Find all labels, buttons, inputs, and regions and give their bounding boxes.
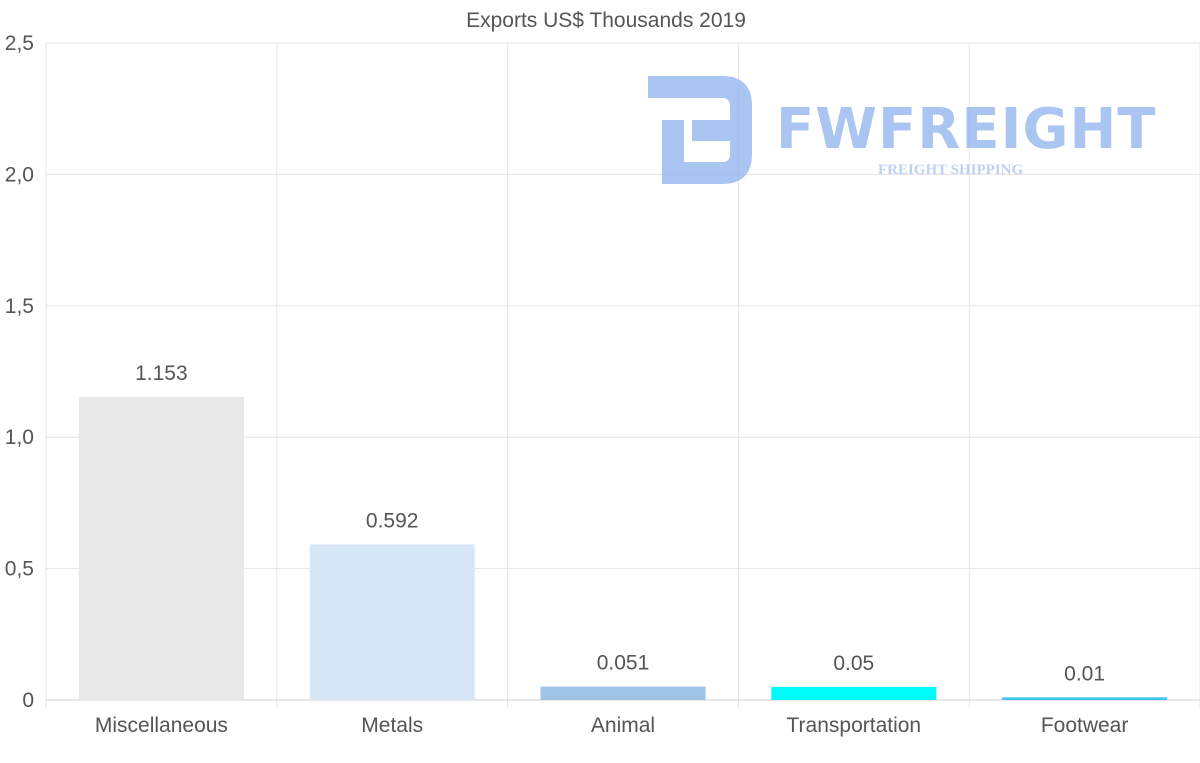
x-axis: Miscellaneous Metals Animal Transportation F… bbox=[95, 714, 1129, 737]
watermark-tagline: FREIGHT SHIPPING bbox=[878, 162, 1023, 178]
x-tick-label: Metals bbox=[361, 714, 423, 737]
y-tick-label: 1,5 bbox=[5, 295, 34, 318]
y-tick-label: 0 bbox=[22, 689, 34, 712]
x-tick-label: Miscellaneous bbox=[95, 714, 228, 737]
data-label: 0.01 bbox=[1064, 662, 1105, 685]
bar-transportation[interactable] bbox=[771, 686, 937, 700]
chart-title: Exports US$ Thousands 2019 bbox=[466, 9, 746, 32]
x-tick-label: Transportation bbox=[786, 714, 921, 737]
data-label: 0.051 bbox=[597, 652, 650, 675]
bar-animal[interactable] bbox=[540, 686, 706, 700]
data-label: 0.592 bbox=[366, 509, 419, 532]
data-label: 0.05 bbox=[833, 652, 874, 675]
y-tick-label: 0,5 bbox=[5, 558, 34, 581]
watermark-brand: FWFREIGHT bbox=[776, 97, 1157, 162]
x-tick-label: Animal bbox=[591, 714, 655, 737]
fw-logo-icon bbox=[648, 76, 752, 184]
label-layer: 1.153 0.592 0.051 0.05 0.01 bbox=[135, 362, 1105, 685]
bar-metals[interactable] bbox=[309, 544, 475, 700]
data-label: 1.153 bbox=[135, 362, 188, 385]
y-tick-label: 2,5 bbox=[5, 32, 34, 55]
bar-footwear[interactable] bbox=[1002, 697, 1168, 700]
bar-miscellaneous[interactable] bbox=[78, 396, 244, 700]
x-tick-label: Footwear bbox=[1041, 714, 1129, 737]
y-tick-label: 1,0 bbox=[5, 426, 34, 449]
y-tick-label: 2,0 bbox=[5, 163, 34, 186]
bar-layer bbox=[78, 396, 1168, 700]
y-axis: 0 0,5 1,0 1,5 2,0 2,5 bbox=[5, 32, 34, 712]
watermark: FWFREIGHT FREIGHT SHIPPING bbox=[648, 76, 1157, 184]
